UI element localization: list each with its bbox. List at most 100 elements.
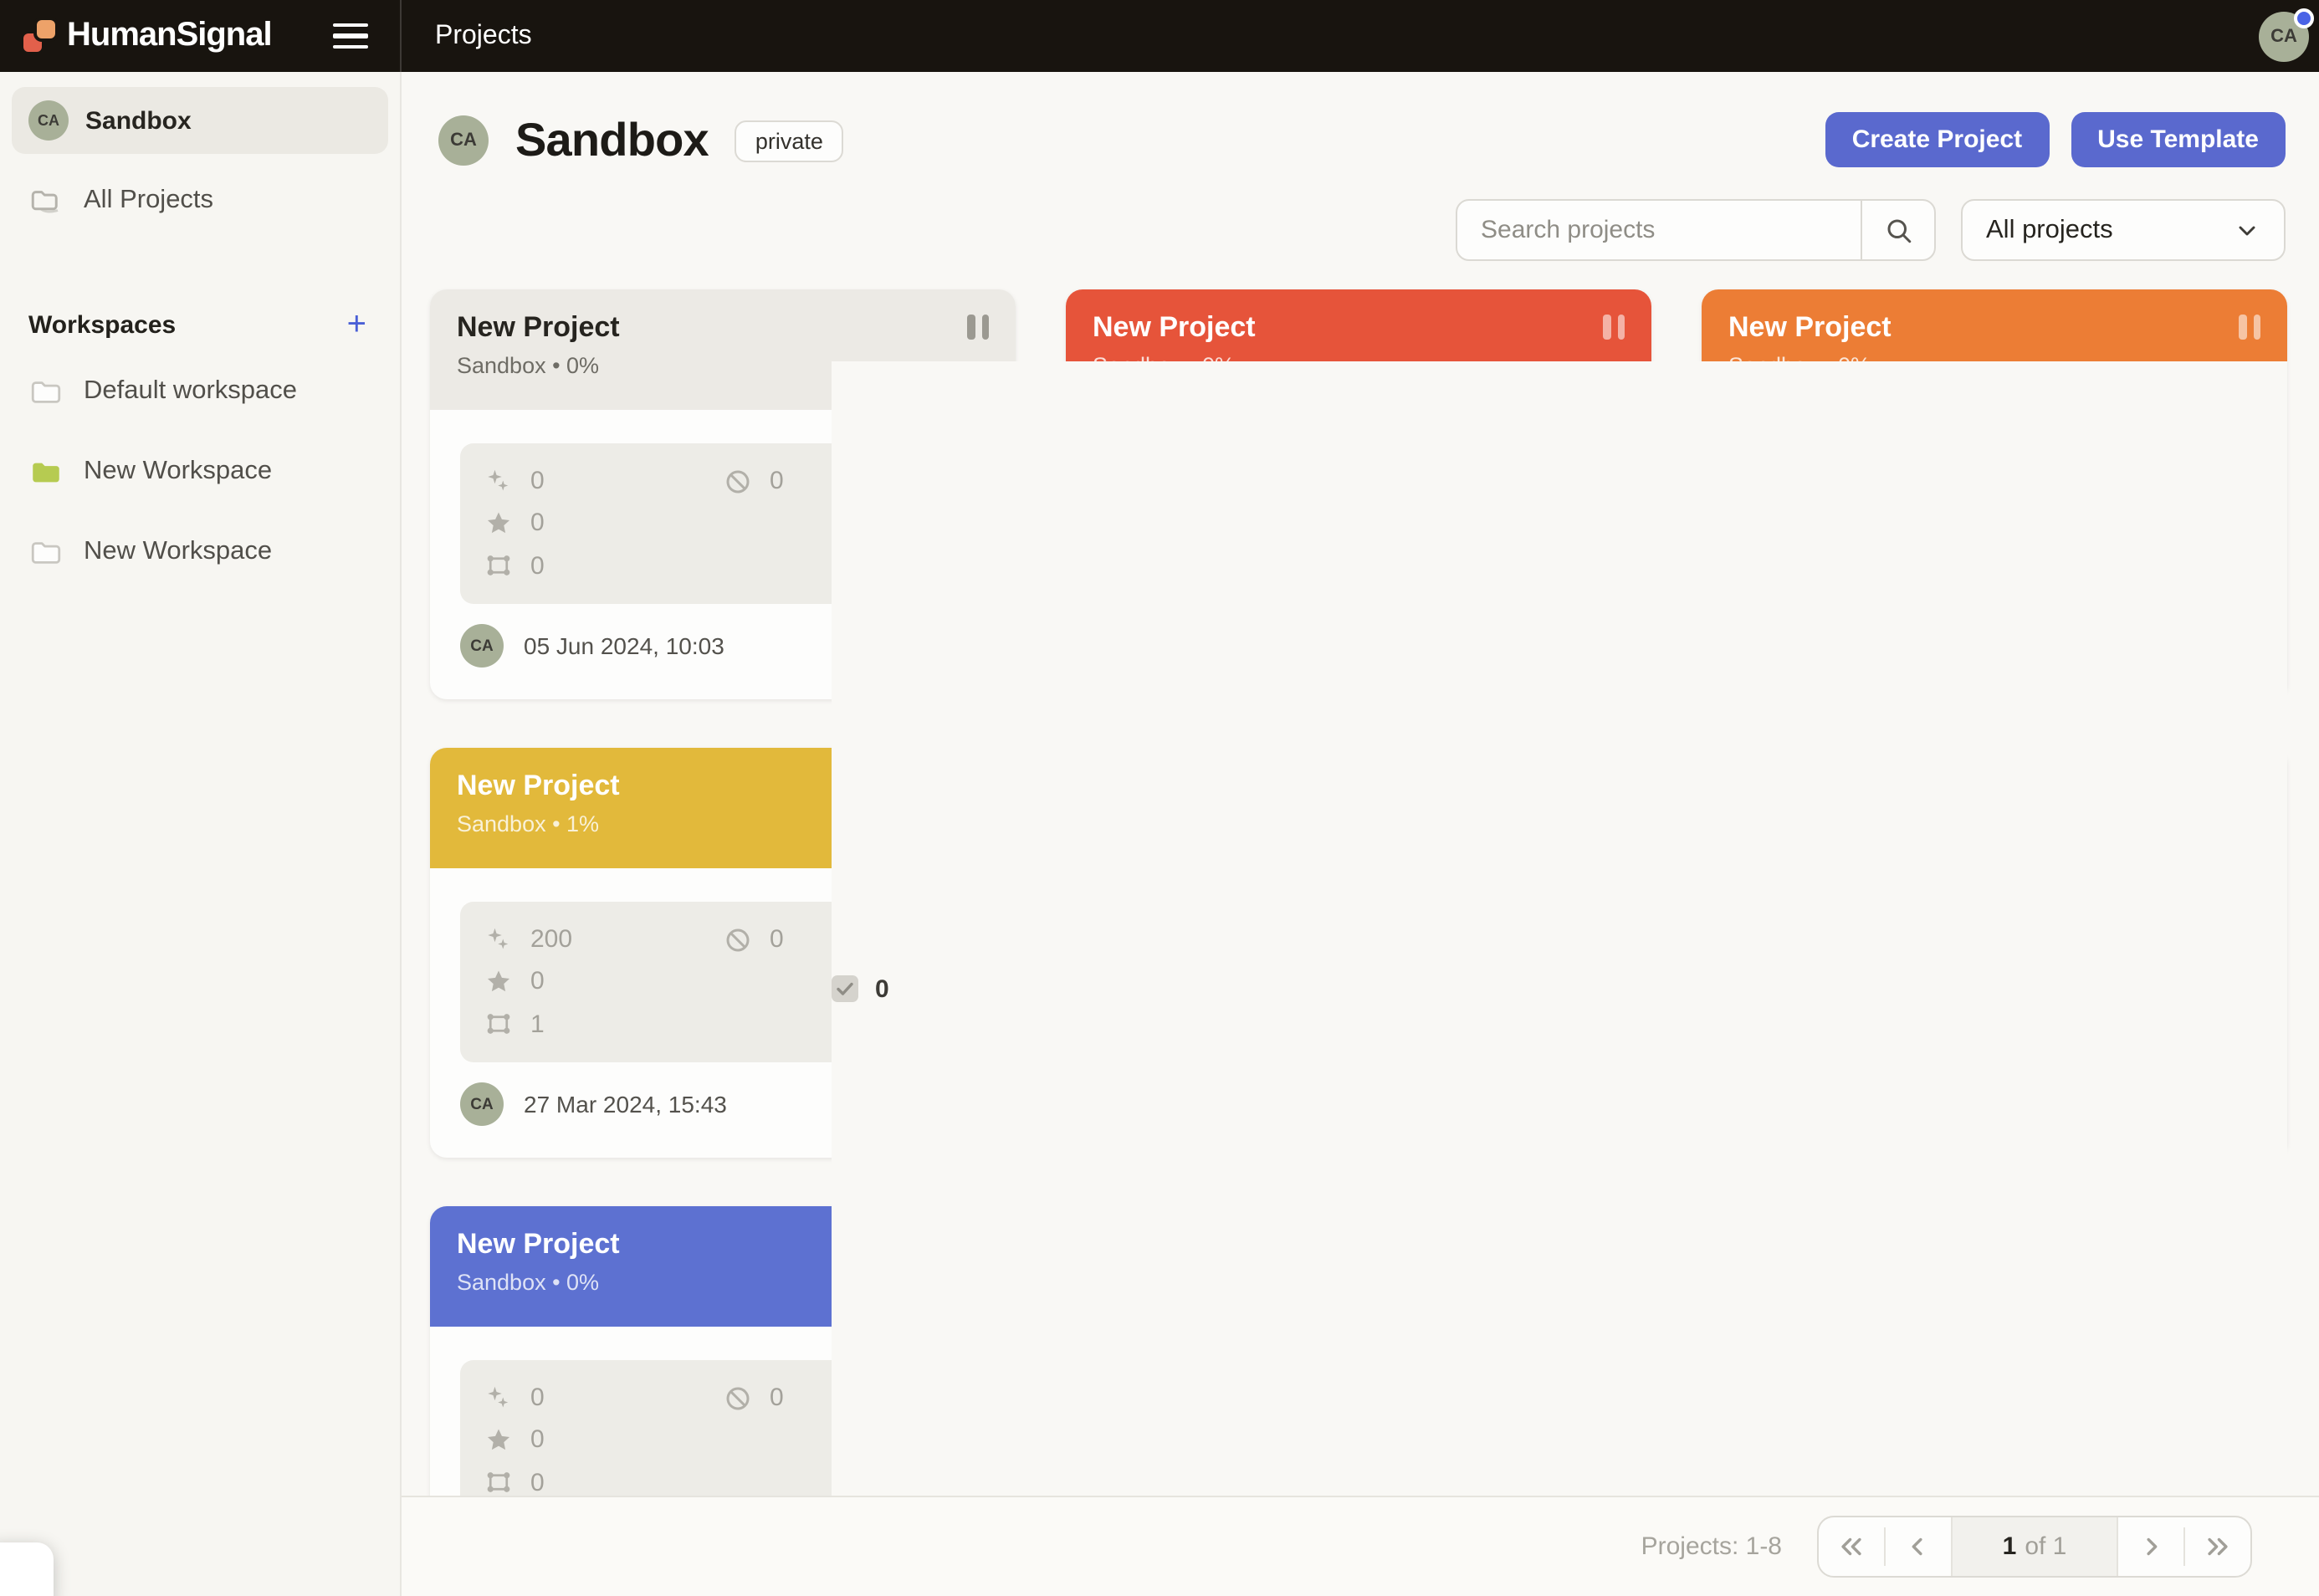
brand-zone: HumanSignal bbox=[0, 0, 402, 72]
sidebar-item-sandbox[interactable]: CA Sandbox bbox=[12, 87, 388, 154]
pause-icon[interactable] bbox=[1600, 311, 1628, 343]
first-page-icon[interactable] bbox=[1819, 1517, 1884, 1576]
created-date: 05 Jun 2024, 10:03 bbox=[524, 632, 724, 659]
header-actions: Create Project Use Template bbox=[1825, 112, 2286, 167]
folder-filled-icon bbox=[33, 462, 59, 482]
current-page: 1 bbox=[2002, 1532, 2017, 1561]
skipped-count: 0 bbox=[770, 925, 784, 954]
projects-grid: New Project Sandbox • 0% 0 0 bbox=[430, 289, 2287, 1596]
project-stats-panel: 0 0 0 bbox=[832, 361, 2287, 1596]
topbar: HumanSignal Projects CA bbox=[0, 0, 2319, 72]
workspaces-list: Default workspace New Workspace New Work… bbox=[0, 358, 400, 586]
project-title: New Project bbox=[457, 311, 620, 343]
sidebar-item-label: All Projects bbox=[84, 186, 214, 214]
pause-icon[interactable] bbox=[964, 311, 992, 343]
regions-box-icon bbox=[487, 1014, 510, 1035]
predictions-sparkles-icon bbox=[488, 469, 509, 490]
workspace-label: Default workspace bbox=[84, 376, 298, 405]
workspace-header: CA Sandbox private bbox=[438, 114, 843, 167]
notification-dot bbox=[2294, 8, 2314, 28]
sidebar: CA Sandbox All Projects Workspaces + Def… bbox=[0, 72, 402, 1596]
stat-regions: 0 bbox=[484, 1461, 723, 1504]
hamburger-icon[interactable] bbox=[333, 14, 376, 58]
page-indicator: 1 of 1 bbox=[1951, 1517, 2118, 1576]
regions-box-icon bbox=[487, 555, 510, 576]
ground-truth-star-icon bbox=[487, 1429, 510, 1450]
regions-count: 0 bbox=[530, 551, 545, 581]
stat-annotations: 0 bbox=[832, 361, 2287, 1596]
stat-regions: 1 bbox=[484, 1003, 723, 1046]
privacy-badge: private bbox=[735, 120, 843, 161]
predictions-sparkles-icon bbox=[488, 928, 509, 949]
last-page-icon[interactable] bbox=[2185, 1517, 2250, 1576]
page-total: of 1 bbox=[2025, 1532, 2067, 1561]
prev-page-icon[interactable] bbox=[1886, 1517, 1951, 1576]
pagination-bar: Projects: 1-8 1 of 1 bbox=[402, 1496, 2319, 1596]
project-title: New Project bbox=[1093, 311, 1256, 343]
stacked-folders-icon bbox=[31, 190, 59, 212]
created-date: 27 Mar 2024, 15:43 bbox=[524, 1091, 727, 1118]
stat-ground-truth: 0 bbox=[484, 503, 723, 545]
skipped-count: 0 bbox=[770, 1384, 784, 1413]
workspace-title: Sandbox bbox=[515, 114, 709, 166]
sidebar-workspace-item-1[interactable]: New Workspace bbox=[0, 438, 400, 505]
regions-count: 0 bbox=[530, 1468, 545, 1497]
project-subtitle: Sandbox • 0% bbox=[457, 1270, 600, 1295]
project-subtitle: Sandbox • 1% bbox=[457, 811, 600, 836]
next-page-icon[interactable] bbox=[2118, 1517, 2183, 1576]
project-card-header: New Project Sandbox • 0% bbox=[430, 289, 1016, 410]
brand-name: HumanSignal bbox=[67, 17, 273, 54]
ground-truth-count: 0 bbox=[530, 509, 545, 538]
folder-icon bbox=[31, 381, 61, 402]
search-icon[interactable] bbox=[1861, 201, 1934, 259]
ground-truth-count: 0 bbox=[530, 967, 545, 996]
predictions-sparkles-icon bbox=[488, 1386, 509, 1407]
stat-ground-truth: 0 bbox=[484, 961, 723, 1004]
stat-predictions: 0 bbox=[484, 1377, 723, 1420]
predictions-count: 0 bbox=[530, 467, 545, 496]
predictions-count: 200 bbox=[530, 925, 573, 954]
project-title: New Project bbox=[457, 770, 620, 801]
search-box bbox=[1456, 199, 1936, 261]
stat-skipped: 0 bbox=[723, 1377, 962, 1420]
sidebar-item-label: Sandbox bbox=[85, 106, 192, 135]
projects-count: Projects: 1-8 bbox=[1641, 1532, 1782, 1561]
scope-selected-value: All projects bbox=[1986, 215, 2113, 243]
main-content: CA Sandbox private Create Project Use Te… bbox=[402, 72, 2319, 1596]
stat-skipped: 0 bbox=[723, 918, 962, 961]
project-subtitle: Sandbox • 0% bbox=[457, 353, 600, 378]
project-card[interactable]: New Project Sandbox • 0% 0 0 bbox=[832, 361, 2287, 1596]
folder-icon bbox=[31, 541, 61, 563]
project-title: New Project bbox=[457, 1228, 620, 1260]
help-widget[interactable] bbox=[0, 1542, 54, 1596]
sidebar-item-all-projects[interactable]: All Projects bbox=[0, 167, 400, 234]
create-project-button[interactable]: Create Project bbox=[1825, 112, 2050, 167]
project-card-footer: CA 27 Mar 2024, 15:43 bbox=[430, 1082, 1016, 1126]
project-scope-select[interactable]: All projects bbox=[1961, 199, 2286, 261]
skipped-slash-icon bbox=[726, 469, 750, 493]
stat-predictions: 0 bbox=[484, 460, 723, 503]
add-workspace-button[interactable]: + bbox=[346, 306, 366, 343]
search-input[interactable] bbox=[1457, 201, 1861, 259]
project-card-body: 0 0 0 bbox=[832, 361, 2287, 1596]
skipped-slash-icon bbox=[726, 928, 750, 951]
user-avatar-initials: CA bbox=[2270, 26, 2297, 46]
workspace-label: New Workspace bbox=[84, 457, 273, 485]
ground-truth-star-icon bbox=[487, 512, 510, 534]
pause-icon[interactable] bbox=[2235, 311, 2264, 343]
creator-avatar: CA bbox=[460, 1082, 504, 1126]
project-title: New Project bbox=[1728, 311, 1892, 343]
skipped-slash-icon bbox=[726, 1386, 750, 1409]
user-avatar[interactable]: CA bbox=[2259, 8, 2314, 61]
predictions-count: 0 bbox=[530, 1384, 545, 1413]
stat-skipped: 0 bbox=[723, 460, 962, 503]
workspaces-header: Workspaces + bbox=[0, 304, 400, 345]
sandbox-avatar: CA bbox=[28, 100, 69, 141]
sidebar-workspace-item-2[interactable]: New Workspace bbox=[0, 519, 400, 586]
stat-regions: 0 bbox=[484, 545, 723, 587]
regions-box-icon bbox=[487, 1472, 510, 1493]
skipped-count: 0 bbox=[770, 467, 784, 496]
sidebar-workspace-item-0[interactable]: Default workspace bbox=[0, 358, 400, 425]
use-template-button[interactable]: Use Template bbox=[2071, 112, 2286, 167]
